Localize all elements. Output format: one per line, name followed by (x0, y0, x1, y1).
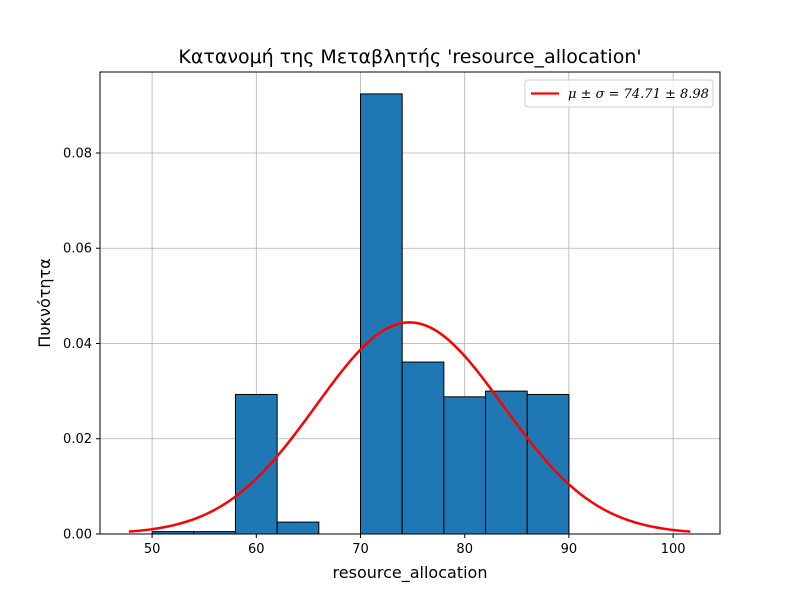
histogram-bar (443, 396, 487, 535)
normal-curve-layer (128, 321, 691, 533)
legend-entry: μ ± σ = 74.71 ± 8.98 (568, 87, 709, 102)
y-tick-label: 0.00 (63, 528, 92, 543)
y-tick-label: 0.08 (63, 146, 92, 161)
y-tick-label: 0.06 (63, 242, 92, 257)
y-axis-title: Πυκνότητα (35, 258, 54, 347)
histogram-bar (276, 521, 320, 535)
x-tick-label: 60 (248, 542, 265, 557)
normal-fit-curve (128, 321, 691, 533)
histogram-bars (151, 93, 570, 535)
x-axis-title: resource_allocation (333, 563, 488, 583)
legend-box (524, 79, 714, 108)
x-tick-label: 70 (352, 542, 369, 557)
axis-ticks: 50 60 70 80 90 100 0.00 0.02 0.04 0.06 0.08 (63, 146, 685, 557)
x-tick-label: 90 (561, 542, 578, 557)
plot-frame (99, 71, 721, 535)
legend: μ ± σ = 74.71 ± 8.98 (524, 79, 714, 108)
histogram-bar (360, 93, 403, 535)
y-tick-label: 0.02 (63, 432, 92, 447)
histogram-bar (401, 361, 445, 535)
histogram-bar (485, 390, 528, 535)
x-tick-label: 80 (456, 542, 473, 557)
x-tick-label: 50 (144, 542, 161, 557)
y-tick-label: 0.04 (63, 337, 92, 352)
x-tick-label: 100 (661, 542, 686, 557)
chart-title: Κατανομή της Μεταβλητής 'resource_alloca… (178, 46, 641, 68)
